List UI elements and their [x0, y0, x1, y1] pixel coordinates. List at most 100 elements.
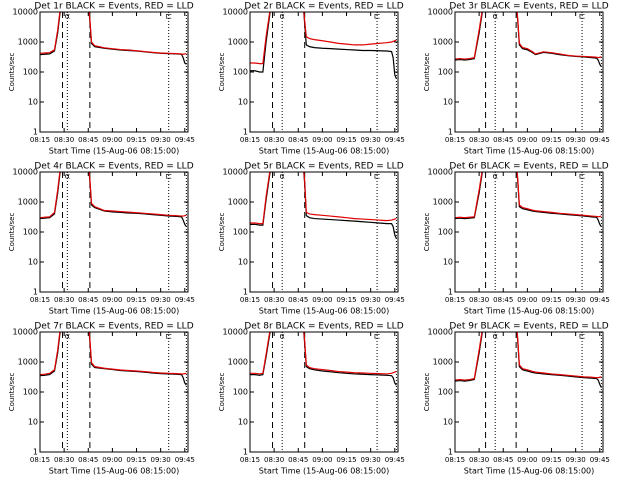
x-tick-label: 09:00 — [102, 456, 122, 464]
annotation: ⊏ — [579, 172, 586, 181]
x-tick-label: 09:30 — [566, 456, 586, 464]
x-tick-label: 09:15 — [126, 296, 146, 304]
x-axis-label: Start Time (15-Aug-06 08:15:00) — [49, 307, 180, 316]
x-tick-label: 08:30 — [264, 136, 284, 144]
plot-frame — [249, 171, 399, 293]
panel: Det 7r BLACK = Events, RED = LLD Counts/s… — [8, 322, 195, 476]
x-tick-label: 09:15 — [336, 456, 356, 464]
y-tick-label: 100 — [23, 68, 38, 77]
y-axis-label: Counts/sec — [8, 53, 16, 92]
y-tick-label: 10000 — [428, 8, 453, 17]
x-tick-label: 09:45 — [385, 296, 405, 304]
x-axis-label: Start Time (15-Aug-06 08:15:00) — [464, 467, 595, 476]
series-line — [250, 172, 397, 225]
y-axis-label: Counts/sec — [218, 53, 226, 92]
y-tick-label: 1000 — [228, 358, 248, 367]
x-axis-label: Start Time (15-Aug-06 08:15:00) — [464, 147, 595, 156]
plot-frame — [454, 331, 604, 453]
x-axis-label: Start Time (15-Aug-06 08:15:00) — [259, 467, 390, 476]
annotation: α — [493, 332, 498, 341]
y-axis-label: Counts/sec — [423, 373, 431, 412]
x-tick-label: 08:45 — [493, 456, 513, 464]
x-tick-label: 08:30 — [469, 456, 489, 464]
series-line — [40, 332, 187, 376]
series-line — [455, 332, 602, 381]
annotation: α — [65, 12, 70, 21]
y-tick-label: 1 — [243, 448, 248, 457]
x-tick-label: 08:45 — [78, 136, 98, 144]
x-tick-label: 09:30 — [361, 456, 381, 464]
y-tick-label: 1000 — [18, 198, 38, 207]
y-axis-label: Counts/sec — [218, 373, 226, 412]
x-tick-label: 09:30 — [151, 296, 171, 304]
y-tick-label: 1 — [33, 448, 38, 457]
annotation: α — [493, 172, 498, 181]
annotation: ⊏ — [374, 12, 381, 21]
x-tick-label: 09:45 — [175, 296, 195, 304]
x-tick-label: 08:15 — [445, 136, 465, 144]
x-tick-label: 09:00 — [102, 296, 122, 304]
y-tick-label: 100 — [233, 388, 248, 397]
annotation: α — [280, 332, 285, 341]
annotation: ⊏ — [579, 12, 586, 21]
x-tick-label: 09:45 — [175, 136, 195, 144]
x-tick-label: 09:15 — [336, 296, 356, 304]
annotation: α — [280, 172, 285, 181]
x-axis-label: Start Time (15-Aug-06 08:15:00) — [49, 147, 180, 156]
y-axis-label: Counts/sec — [423, 53, 431, 92]
y-tick-label: 100 — [233, 68, 248, 77]
panel: Det 6r BLACK = Events, RED = LLD Counts/s… — [423, 162, 610, 316]
x-tick-label: 08:15 — [445, 456, 465, 464]
panel: Det 2r BLACK = Events, RED = LLD Counts/s… — [218, 2, 405, 156]
y-tick-label: 100 — [438, 228, 453, 237]
x-tick-label: 08:45 — [78, 456, 98, 464]
panel: Det 5r BLACK = Events, RED = LLD Counts/s… — [218, 162, 405, 316]
x-tick-label: 09:00 — [517, 296, 537, 304]
chart-title: Det 6r BLACK = Events, RED = LLD — [449, 162, 608, 172]
y-tick-label: 100 — [233, 228, 248, 237]
series-line — [455, 172, 602, 219]
x-tick-label: 08:30 — [264, 296, 284, 304]
series-line — [250, 332, 397, 375]
x-tick-label: 09:00 — [517, 136, 537, 144]
y-tick-label: 10000 — [223, 168, 248, 177]
y-tick-label: 100 — [23, 388, 38, 397]
panel: Det 1r BLACK = Events, RED = LLD Counts/s… — [8, 2, 195, 156]
y-tick-label: 10 — [238, 98, 248, 107]
annotation: α — [280, 12, 285, 21]
x-tick-label: 08:15 — [30, 136, 50, 144]
y-tick-label: 10 — [28, 418, 38, 427]
series-line — [250, 12, 397, 79]
x-tick-label: 08:45 — [288, 136, 308, 144]
y-tick-label: 1 — [243, 288, 248, 297]
y-axis-label: Counts/sec — [423, 213, 431, 252]
series-line — [40, 172, 187, 219]
series-line — [250, 12, 397, 65]
y-tick-label: 1000 — [433, 198, 453, 207]
y-tick-label: 10 — [443, 258, 453, 267]
x-tick-label: 09:30 — [151, 136, 171, 144]
y-tick-label: 1 — [33, 128, 38, 137]
y-tick-label: 100 — [438, 68, 453, 77]
annotation: ⊏ — [374, 172, 381, 181]
x-tick-label: 09:45 — [385, 456, 405, 464]
x-tick-label: 08:30 — [264, 456, 284, 464]
annotation: ⊏ — [579, 332, 586, 341]
y-tick-label: 10 — [238, 258, 248, 267]
y-tick-label: 1000 — [228, 198, 248, 207]
x-tick-label: 09:00 — [312, 456, 332, 464]
y-tick-label: 100 — [438, 388, 453, 397]
x-axis-label: Start Time (15-Aug-06 08:15:00) — [259, 307, 390, 316]
x-tick-label: 08:45 — [493, 136, 513, 144]
y-tick-label: 1000 — [433, 38, 453, 47]
x-tick-label: 08:30 — [469, 296, 489, 304]
y-tick-label: 1 — [33, 288, 38, 297]
chart-title: Det 9r BLACK = Events, RED = LLD — [449, 322, 608, 332]
x-tick-label: 08:30 — [54, 296, 74, 304]
panel: Det 8r BLACK = Events, RED = LLD Counts/s… — [218, 322, 405, 476]
x-tick-label: 08:15 — [240, 296, 260, 304]
x-tick-label: 08:30 — [469, 136, 489, 144]
annotation: ⊏ — [374, 332, 381, 341]
